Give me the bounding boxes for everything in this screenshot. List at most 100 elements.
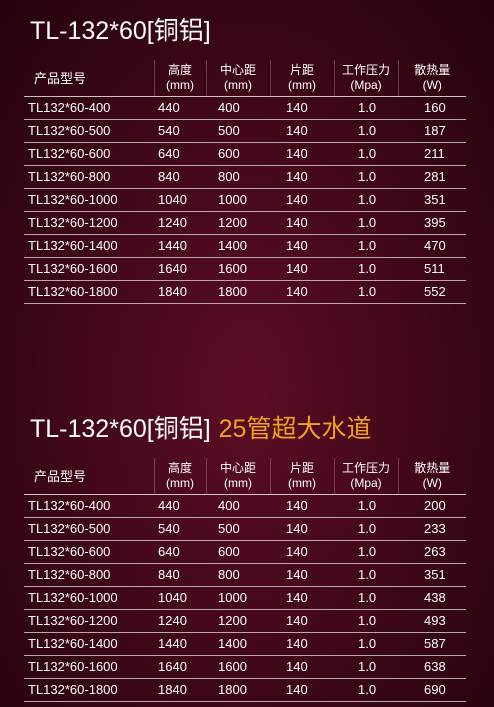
cell-center-distance: 1600 — [206, 257, 270, 281]
header-row: 产品型号 高度 (mm) 中心距 (mm) 片距 (mm) 工作压力 (Mpa) 散热量 (W) — [24, 60, 466, 97]
column-header-model: 产品型号 — [24, 458, 155, 495]
cell-working-pressure: 1.0 — [334, 586, 398, 610]
column-header-unit: (mm) — [166, 476, 194, 490]
cell-height: 1440 — [154, 234, 206, 258]
table-row: TL132*60-1600 1640 1600 140 1.0 511 — [24, 257, 466, 281]
column-header-fin-pitch: 片距 (mm) — [270, 458, 335, 495]
column-header-label: 高度 — [167, 461, 192, 475]
spec-table-body: TL132*60-400 440 400 140 1.0 160 TL132*60-500 5… — [24, 96, 466, 304]
spec-table: 产品型号 高度 (mm) 中心距 (mm) 片距 (mm) 工作压力 (Mpa) 散热量 (W) T… — [24, 60, 466, 304]
column-header-working-pressure: 工作压力 (Mpa) — [334, 60, 399, 97]
table-row: TL132*60-800 840 800 140 1.0 281 — [24, 165, 466, 189]
table-row: TL132*60-600 640 600 140 1.0 263 — [24, 540, 466, 564]
table-row: TL132*60-1600 1640 1600 140 1.0 638 — [24, 655, 466, 679]
cell-heat-output: 395 — [398, 211, 466, 235]
cell-model: TL132*60-1200 — [24, 609, 154, 633]
column-header-label: 高度 — [167, 63, 192, 77]
column-header-label: 片距 — [289, 63, 314, 77]
cell-model: TL132*60-500 — [24, 119, 154, 143]
cell-heat-output: 552 — [398, 280, 466, 304]
cell-model: TL132*60-1400 — [24, 632, 154, 656]
cell-center-distance: 500 — [206, 119, 270, 143]
cell-fin-pitch: 140 — [270, 188, 334, 212]
cell-model: TL132*60-800 — [24, 563, 154, 587]
cell-fin-pitch: 140 — [270, 494, 334, 518]
cell-fin-pitch: 140 — [270, 234, 334, 258]
cell-fin-pitch: 140 — [270, 211, 334, 235]
cell-height: 440 — [154, 494, 206, 518]
cell-fin-pitch: 140 — [270, 563, 334, 587]
cell-working-pressure: 1.0 — [334, 655, 398, 679]
cell-center-distance: 400 — [206, 494, 270, 518]
column-header-unit: (mm) — [166, 78, 194, 92]
cell-center-distance: 1400 — [206, 234, 270, 258]
cell-center-distance: 600 — [206, 142, 270, 166]
cell-fin-pitch: 140 — [270, 96, 334, 120]
cell-height: 1840 — [154, 678, 206, 702]
cell-center-distance: 1200 — [206, 609, 270, 633]
cell-center-distance: 500 — [206, 517, 270, 541]
spec-table-header: 产品型号 高度 (mm) 中心距 (mm) 片距 (mm) 工作压力 (Mpa) 散热量 (W) — [24, 458, 466, 495]
cell-height: 1040 — [154, 586, 206, 610]
column-header-label: 工作压力 — [341, 461, 390, 475]
column-header-heat-output: 散热量 (W) — [398, 60, 466, 97]
column-header-unit: (mm) — [224, 78, 252, 92]
spec-table-header: 产品型号 高度 (mm) 中心距 (mm) 片距 (mm) 工作压力 (Mpa) 散热量 (W) — [24, 60, 466, 97]
table-row: TL132*60-1200 1240 1200 140 1.0 395 — [24, 211, 466, 235]
column-header-fin-pitch: 片距 (mm) — [270, 60, 335, 97]
table-row: TL132*60-1800 1840 1800 140 1.0 690 — [24, 678, 466, 702]
cell-model: TL132*60-1000 — [24, 586, 154, 610]
cell-center-distance: 400 — [206, 96, 270, 120]
cell-height: 1040 — [154, 188, 206, 212]
column-header-working-pressure: 工作压力 (Mpa) — [334, 458, 399, 495]
table-row: TL132*60-600 640 600 140 1.0 211 — [24, 142, 466, 166]
cell-working-pressure: 1.0 — [334, 165, 398, 189]
cell-model: TL132*60-1000 — [24, 188, 154, 212]
column-header-label: 中心距 — [219, 63, 256, 77]
cell-model: TL132*60-1600 — [24, 257, 154, 281]
cell-model: TL132*60-400 — [24, 96, 154, 120]
cell-center-distance: 800 — [206, 563, 270, 587]
cell-working-pressure: 1.0 — [334, 188, 398, 212]
cell-working-pressure: 1.0 — [334, 257, 398, 281]
cell-heat-output: 493 — [398, 609, 466, 633]
cell-working-pressure: 1.0 — [334, 678, 398, 702]
cell-fin-pitch: 140 — [270, 119, 334, 143]
cell-heat-output: 351 — [398, 188, 466, 212]
cell-model: TL132*60-800 — [24, 165, 154, 189]
header-row: 产品型号 高度 (mm) 中心距 (mm) 片距 (mm) 工作压力 (Mpa) 散热量 (W) — [24, 458, 466, 495]
cell-heat-output: 263 — [398, 540, 466, 564]
cell-heat-output: 638 — [398, 655, 466, 679]
cell-height: 1240 — [154, 609, 206, 633]
table-row: TL132*60-500 540 500 140 1.0 233 — [24, 517, 466, 541]
section-subtitle: 25管超大水道 — [218, 415, 372, 443]
cell-working-pressure: 1.0 — [334, 234, 398, 258]
table-row: TL132*60-1000 1040 1000 140 1.0 438 — [24, 586, 466, 610]
cell-height: 440 — [154, 96, 206, 120]
column-header-unit: (Mpa) — [350, 476, 382, 490]
cell-working-pressure: 1.0 — [334, 517, 398, 541]
cell-heat-output: 211 — [398, 142, 466, 166]
cell-height: 1240 — [154, 211, 206, 235]
table-row: TL132*60-1400 1440 1400 140 1.0 587 — [24, 632, 466, 656]
cell-heat-output: 438 — [398, 586, 466, 610]
column-header-label: 中心距 — [219, 461, 256, 475]
cell-heat-output: 470 — [398, 234, 466, 258]
cell-model: TL132*60-600 — [24, 540, 154, 564]
cell-fin-pitch: 140 — [270, 517, 334, 541]
cell-height: 540 — [154, 119, 206, 143]
column-header-center-distance: 中心距 (mm) — [206, 458, 271, 495]
cell-fin-pitch: 140 — [270, 632, 334, 656]
cell-heat-output: 587 — [398, 632, 466, 656]
section-title-text: TL-132*60[铜铝] — [30, 415, 211, 443]
column-header-height: 高度 (mm) — [154, 60, 207, 97]
column-header-unit: (Mpa) — [350, 78, 382, 92]
cell-working-pressure: 1.0 — [334, 609, 398, 633]
cell-fin-pitch: 140 — [270, 257, 334, 281]
cell-height: 540 — [154, 517, 206, 541]
cell-center-distance: 1800 — [206, 280, 270, 304]
cell-height: 1640 — [154, 257, 206, 281]
cell-model: TL132*60-400 — [24, 494, 154, 518]
column-header-label: 产品型号 — [34, 468, 87, 484]
table-row: TL132*60-1000 1040 1000 140 1.0 351 — [24, 188, 466, 212]
